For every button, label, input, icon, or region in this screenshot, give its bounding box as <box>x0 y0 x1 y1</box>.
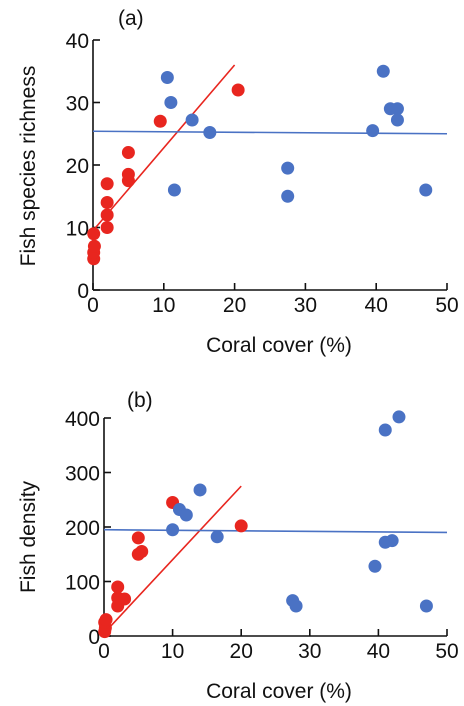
panel-a-red-point <box>87 239 101 253</box>
panel-a-blue-point <box>281 161 295 175</box>
panel-a-blue-point <box>419 183 433 197</box>
panel-a-blue-point <box>390 113 404 127</box>
panel-b: (b) Coral cover (%) Fish density 0 10 20 30… <box>17 389 459 703</box>
panel-a-red-point <box>231 83 245 97</box>
panel-b-x-tick-label: 30 <box>298 640 321 663</box>
panel-a-y-tick-label: 30 <box>66 93 89 116</box>
panel-a-x-axis-label: Coral cover (%) <box>206 334 352 357</box>
panel-b-blue-point <box>419 599 433 613</box>
panel-b-blue-point <box>378 423 392 437</box>
panel-b-y-tick-label: 100 <box>65 572 100 595</box>
panel-a-label: (a) <box>118 7 144 30</box>
panel-a-blue-point <box>160 71 174 84</box>
panel-a-blue-point <box>366 124 380 138</box>
panel-b-y-axis-label: Fish density <box>17 480 40 593</box>
panel-a-red-trend-line <box>92 64 236 232</box>
panel-b-red-point <box>118 592 132 606</box>
panel-b-red-point <box>99 613 113 627</box>
panel-b-red-point <box>131 531 145 545</box>
panel-b-red-trend-line <box>103 485 242 634</box>
panel-a-blue-point <box>390 102 404 116</box>
panel-b-x-axis-label: Coral cover (%) <box>206 680 352 703</box>
panel-b-red-point <box>111 580 125 594</box>
panel-a-red-point <box>100 221 114 234</box>
panel-a-red-point <box>100 177 114 191</box>
panel-b-x-tick-label: 20 <box>230 640 253 663</box>
panel-a-y-axis-label: Fish species richness <box>17 66 40 267</box>
panel-b-blue-point <box>368 559 382 573</box>
panel-b-x-tick-label: 0 <box>98 640 110 663</box>
panel-b-y-tick-label: 300 <box>65 463 100 486</box>
panel-b-x-tick-label: 50 <box>435 640 458 663</box>
panel-a-x-tick-label: 0 <box>87 294 99 317</box>
panel-a-blue-trend-line <box>92 130 448 135</box>
panel-b-blue-point <box>385 534 399 548</box>
panel-a-red-point <box>153 114 167 128</box>
panel-a-blue-point <box>164 96 178 109</box>
panel-a-x-tick-label: 20 <box>223 294 246 317</box>
panel-b-x-tick-label: 10 <box>161 640 184 663</box>
panel-b-blue-point <box>210 530 224 544</box>
panel-b-blue-point <box>289 599 303 613</box>
panel-a-y-tick-label: 20 <box>66 155 89 178</box>
panel-b-y-tick-label: 200 <box>65 517 100 540</box>
panel-a-blue-point <box>203 126 217 139</box>
panel-a-y-tick-label: 10 <box>66 218 89 241</box>
panel-a-y-tick-label: 40 <box>66 30 89 53</box>
panel-b-blue-point <box>193 483 207 497</box>
panel-a-x-tick-label: 30 <box>294 294 317 317</box>
panel-b-x-tick-label: 40 <box>367 640 390 663</box>
panel-b-blue-point <box>166 523 180 537</box>
panel-a-x-tick-label: 40 <box>365 294 388 317</box>
panel-b-y-tick-label: 400 <box>65 408 100 431</box>
panel-a-blue-point <box>167 183 181 197</box>
panel-b-blue-trend-line <box>103 528 448 534</box>
panel-b-red-point <box>135 545 149 559</box>
panel-a-red-point <box>121 146 135 159</box>
panel-b-red-point <box>234 519 248 533</box>
panel-a-x-tick-label: 50 <box>435 294 458 317</box>
panel-b-blue-point <box>179 508 193 522</box>
panel-b-label: (b) <box>127 389 153 412</box>
panel-a-x-tick-label: 10 <box>152 294 175 317</box>
panel-a-red-point <box>87 227 101 241</box>
panel-a-blue-point <box>376 64 390 78</box>
panel-a: (a) Coral cover (%) Fish species richnes… <box>17 7 459 357</box>
panel-a-red-point <box>100 208 114 222</box>
panel-a-blue-point <box>185 113 199 127</box>
panel-a-red-point <box>100 196 114 209</box>
panel-b-y-tick-label: 0 <box>88 626 100 649</box>
panel-a-blue-point <box>281 189 295 203</box>
panel-b-blue-point <box>392 410 406 424</box>
panel-a-y-tick-label: 0 <box>77 280 89 303</box>
panel-a-red-point <box>121 167 135 181</box>
